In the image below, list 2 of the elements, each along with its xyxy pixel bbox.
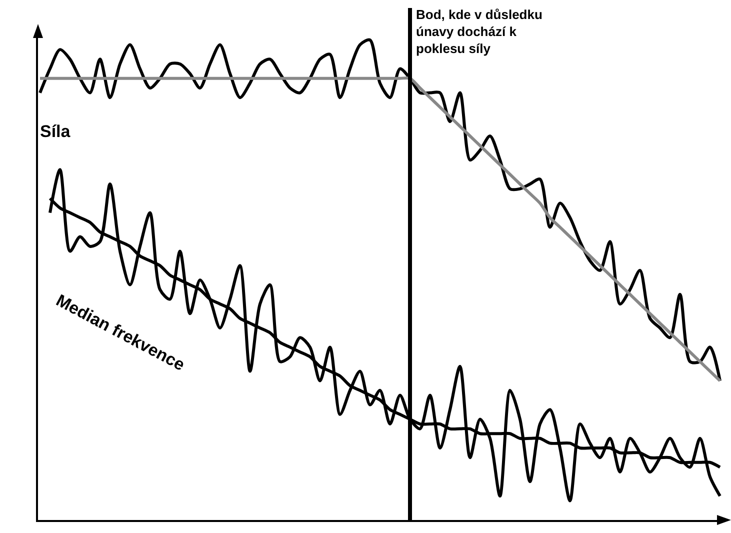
annotation: Bod, kde v důsledku únavy dochází k poklesu síly bbox=[416, 7, 542, 56]
series-label: Síla bbox=[40, 122, 71, 141]
